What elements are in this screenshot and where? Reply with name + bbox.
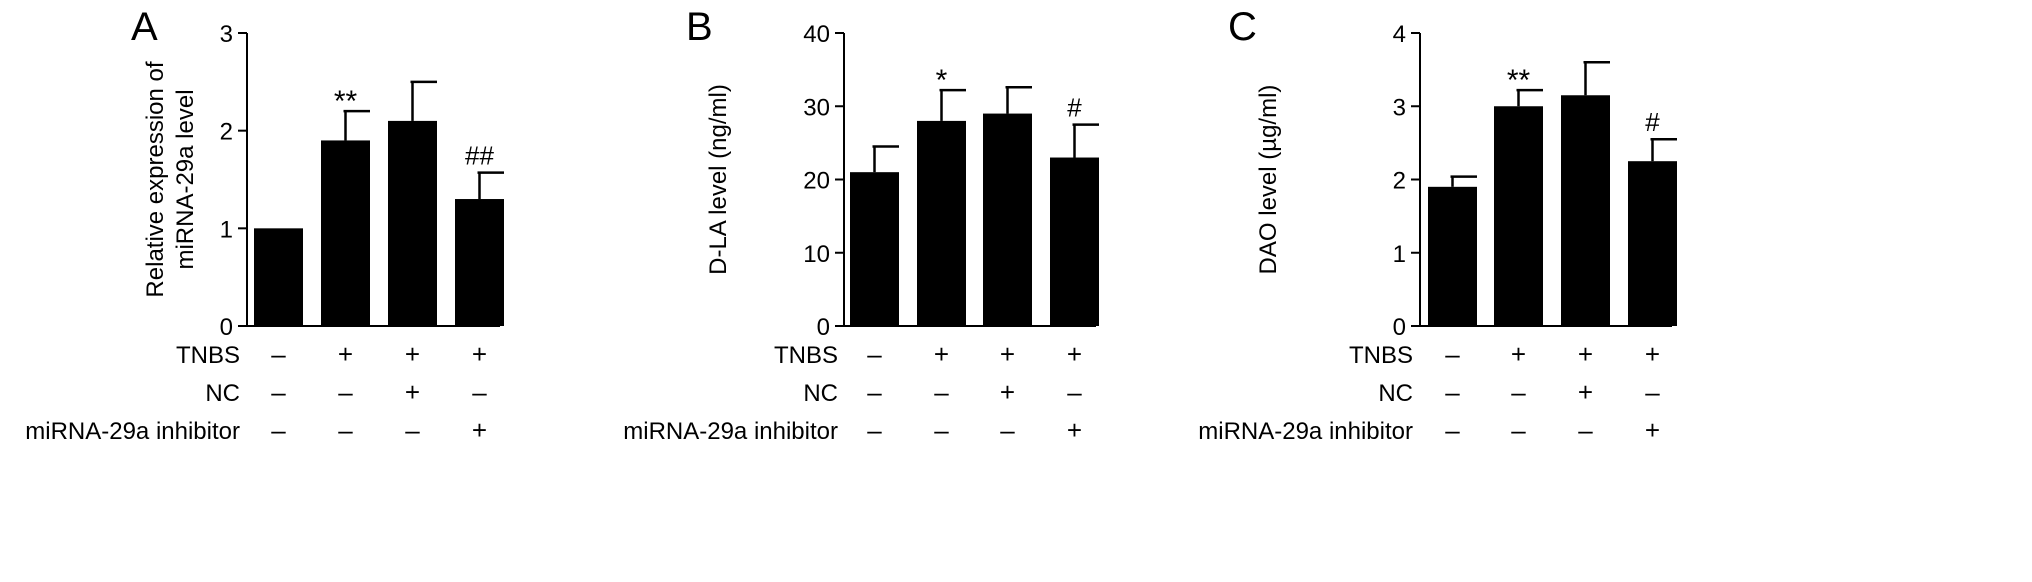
condition-label: TNBS (176, 342, 240, 369)
condition-label: NC (1378, 380, 1413, 407)
condition-label: TNBS (1349, 342, 1413, 369)
y-tick-label: 0 (220, 314, 233, 341)
condition-sign: + (1000, 377, 1015, 407)
condition-sign: + (1511, 339, 1526, 369)
bar (455, 199, 504, 326)
bar (1561, 95, 1610, 326)
y-axis-label: D-LA level (ng/ml) (705, 84, 732, 275)
y-tick-label: 2 (220, 119, 233, 146)
condition-sign: + (405, 339, 420, 369)
bar (388, 120, 437, 327)
significance-label: ## (465, 141, 494, 171)
condition-sign: + (1645, 415, 1660, 445)
y-tick-label: 20 (803, 168, 830, 195)
y-tick-label: 4 (1393, 21, 1406, 48)
condition-label: TNBS (774, 342, 838, 369)
significance-label: # (1645, 107, 1660, 137)
condition-sign: – (271, 339, 286, 369)
condition-sign: – (338, 377, 353, 407)
panel-label-A: A (131, 5, 158, 49)
condition-sign: – (1511, 415, 1526, 445)
condition-sign: – (867, 339, 882, 369)
condition-sign: + (405, 377, 420, 407)
condition-sign: + (1578, 377, 1593, 407)
y-axis-label: Relative expression of (142, 61, 169, 297)
condition-sign: – (472, 377, 487, 407)
condition-sign: + (1000, 339, 1015, 369)
condition-sign: – (271, 415, 286, 445)
y-tick-label: 1 (1393, 241, 1406, 268)
condition-sign: + (934, 339, 949, 369)
condition-sign: – (1445, 339, 1460, 369)
y-tick-label: 10 (803, 241, 830, 268)
y-tick-label: 3 (220, 21, 233, 48)
condition-label: NC (803, 380, 838, 407)
condition-label: miRNA-29a inhibitor (623, 418, 838, 445)
bar (917, 120, 966, 327)
condition-sign: – (1067, 377, 1082, 407)
significance-label: ** (334, 85, 358, 118)
panel-label-C: C (1228, 5, 1257, 49)
condition-sign: – (271, 377, 286, 407)
y-axis-label: DAO level (µg/ml) (1255, 85, 1282, 275)
condition-sign: – (1578, 415, 1593, 445)
condition-sign: + (1067, 415, 1082, 445)
y-tick-label: 0 (1393, 314, 1406, 341)
y-tick-label: 0 (817, 314, 830, 341)
condition-sign: + (1578, 339, 1593, 369)
significance-label: # (1067, 93, 1082, 123)
significance-label: ** (1507, 64, 1531, 97)
significance-label: * (936, 64, 948, 97)
bar (850, 172, 899, 326)
panel-label-B: B (686, 5, 713, 49)
condition-label: NC (205, 380, 240, 407)
condition-sign: + (472, 415, 487, 445)
y-tick-label: 1 (220, 216, 233, 243)
condition-sign: + (472, 339, 487, 369)
condition-sign: + (1645, 339, 1660, 369)
y-tick-label: 40 (803, 21, 830, 48)
bar (1628, 161, 1677, 326)
condition-sign: – (934, 377, 949, 407)
condition-sign: + (338, 339, 353, 369)
condition-sign: – (867, 377, 882, 407)
condition-sign: – (934, 415, 949, 445)
y-tick-label: 30 (803, 94, 830, 121)
condition-sign: – (1645, 377, 1660, 407)
bar (1050, 157, 1099, 326)
y-tick-label: 3 (1393, 94, 1406, 121)
y-tick-label: 2 (1393, 168, 1406, 195)
condition-sign: – (338, 415, 353, 445)
y-axis-label: miRNA-29a level (172, 89, 199, 269)
condition-label: miRNA-29a inhibitor (25, 418, 240, 445)
bar (983, 113, 1032, 326)
condition-label: miRNA-29a inhibitor (1198, 418, 1413, 445)
condition-sign: + (1067, 339, 1082, 369)
bar (321, 140, 370, 326)
bar (1494, 106, 1543, 326)
condition-sign: – (1511, 377, 1526, 407)
condition-sign: – (1445, 415, 1460, 445)
bar (254, 228, 303, 326)
condition-sign: – (1000, 415, 1015, 445)
condition-sign: – (405, 415, 420, 445)
condition-sign: – (867, 415, 882, 445)
bar (1428, 186, 1477, 326)
condition-sign: – (1445, 377, 1460, 407)
